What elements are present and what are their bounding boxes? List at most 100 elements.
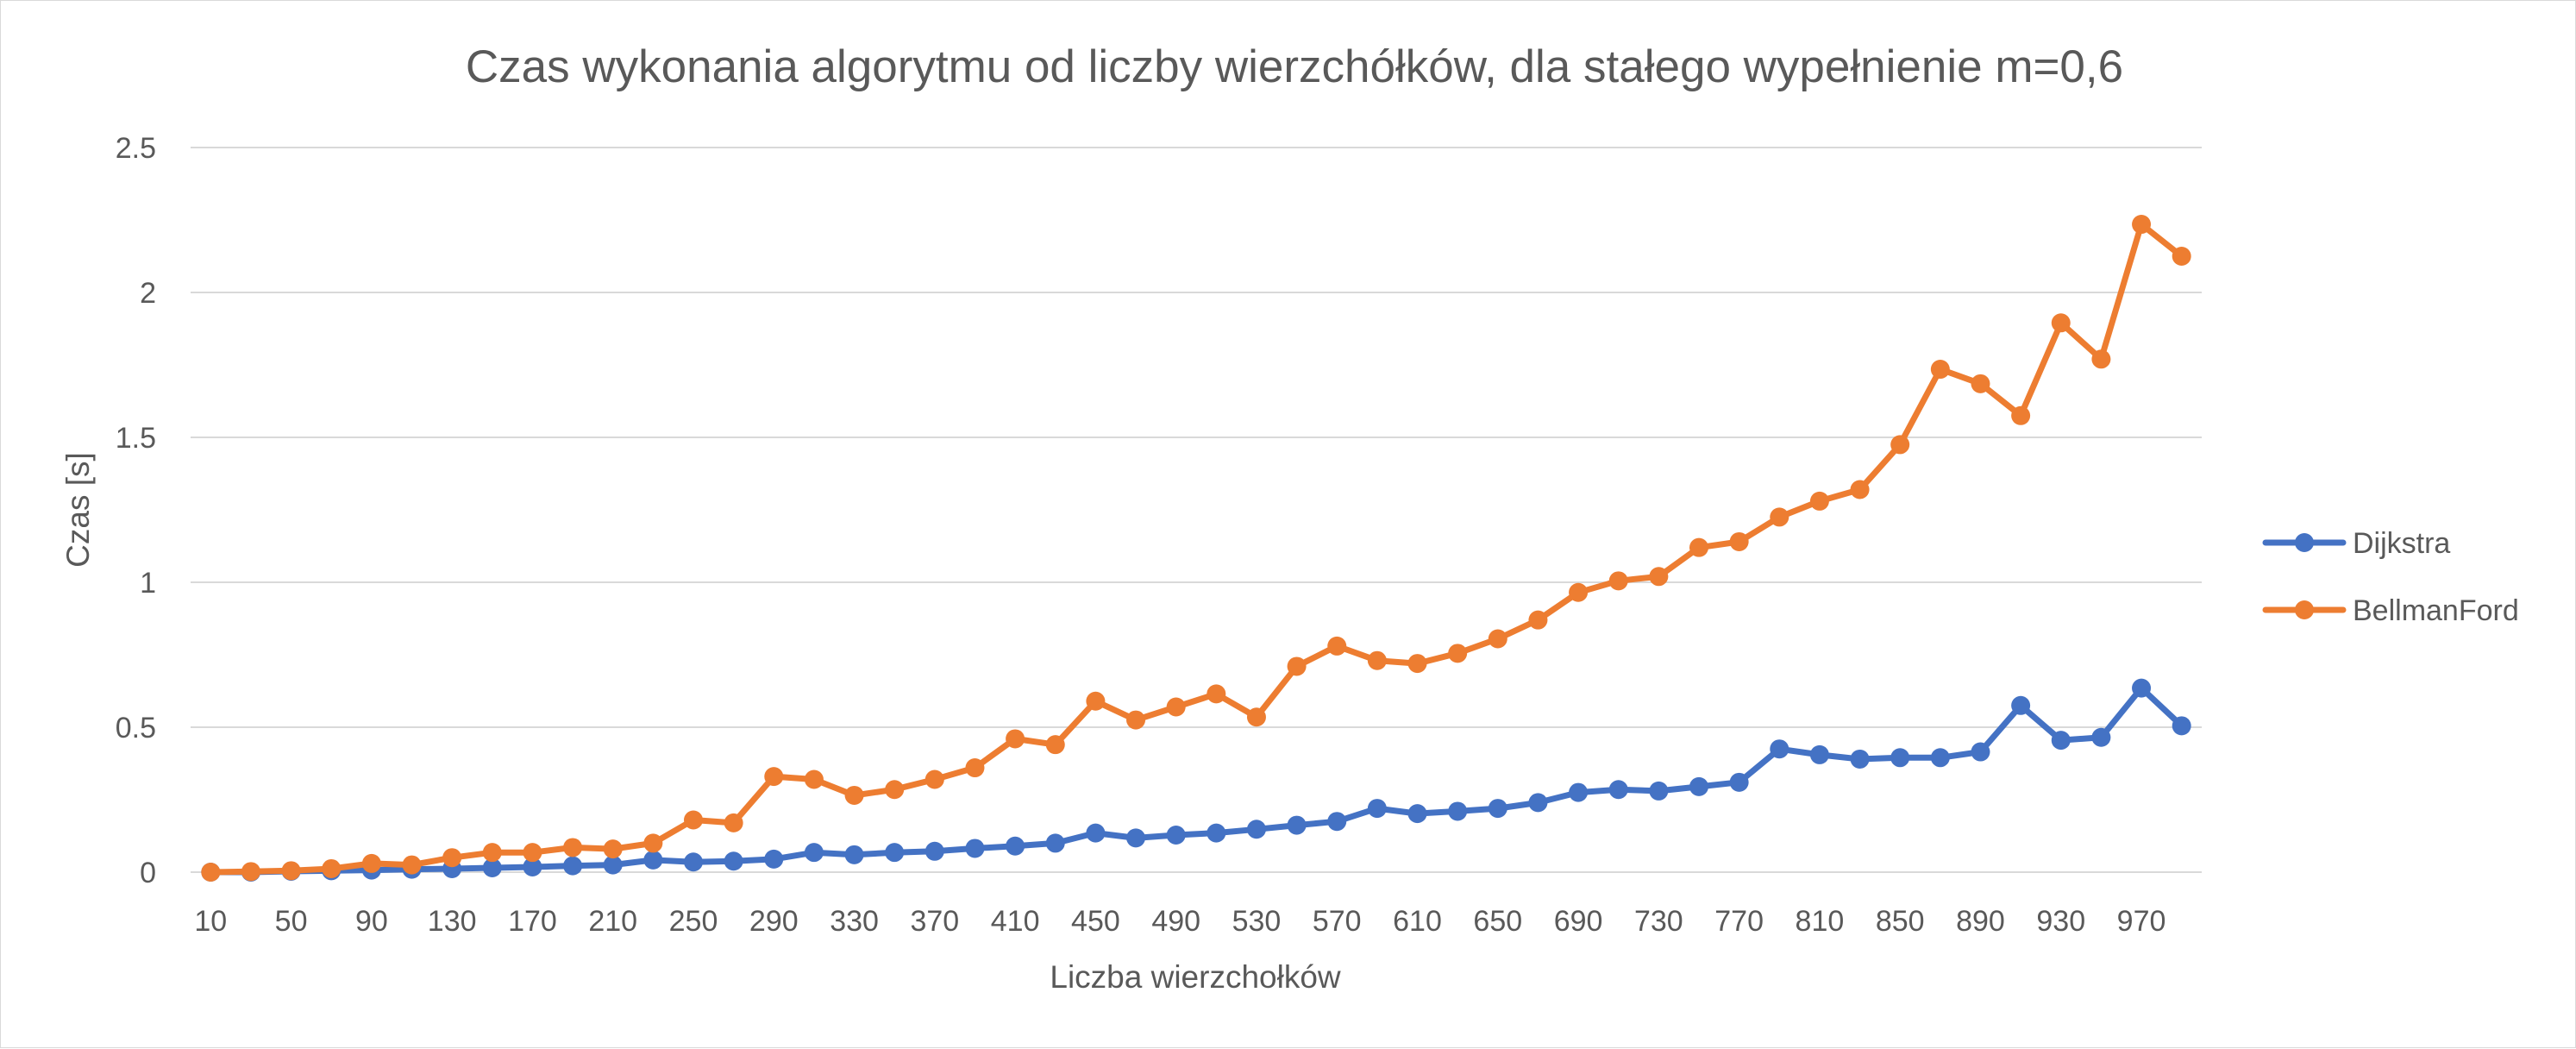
data-point [924,841,944,861]
data-point [2132,215,2152,235]
data-point [2091,349,2111,369]
data-point [724,851,743,871]
x-tick-label: 450 [1071,905,1120,938]
data-point [1126,828,1146,848]
data-point [402,855,422,875]
data-point [1207,684,1226,704]
y-axis-title: Czas [s] [60,452,96,568]
x-tick-label: 170 [508,905,557,938]
data-point [1407,804,1427,824]
data-point [1971,374,1990,393]
data-point [1367,650,1387,670]
data-point [2172,716,2191,736]
y-tick-label: 1 [140,567,156,600]
data-point [1689,776,1708,796]
x-axis-title: Liczba wierzchołków [1050,959,1341,995]
data-point [1246,707,1266,727]
data-point [1045,833,1065,853]
data-point [844,845,864,864]
data-point [1569,782,1589,802]
data-point [1207,823,1226,843]
data-point [804,843,824,863]
data-point [2011,695,2031,715]
data-point [1528,610,1548,630]
data-point [361,853,381,873]
data-point [1770,507,1789,527]
series-bellmanford [201,215,2191,882]
data-point [482,857,502,877]
data-point [885,843,905,863]
data-point [1287,656,1307,676]
data-point [1689,537,1708,557]
x-tick-label: 530 [1232,905,1282,938]
legend-marker [2295,600,2314,619]
data-point [1327,636,1347,656]
legend-item-dijkstra: Dijkstra [2262,527,2450,560]
data-point [1006,729,1025,749]
series-line [207,221,2185,876]
data-point [1850,480,1870,499]
data-point [2051,313,2071,333]
data-point [2011,405,2031,425]
data-point [1729,531,1749,551]
x-tick-label: 490 [1151,905,1200,938]
data-point [643,833,663,853]
data-point [684,810,703,830]
x-tick-label: 130 [428,905,477,938]
data-point [1327,812,1347,832]
legend-item-bellmanford: BellmanFord [2262,594,2519,627]
data-point [1126,710,1146,730]
y-tick-label: 2.5 [116,132,156,165]
data-point [1608,571,1628,591]
data-point [523,857,542,876]
data-point [724,813,743,832]
data-point [563,838,583,857]
legend: Dijkstra BellmanFord [2262,527,2519,627]
x-tick-label: 690 [1554,905,1603,938]
x-tick-label: 250 [669,905,718,938]
data-point [1488,799,1507,819]
y-tick-label: 2 [140,277,156,310]
data-point [1649,781,1669,801]
data-point [563,856,583,876]
data-point [965,839,985,858]
data-point [844,785,864,805]
gridlines [191,147,2202,873]
data-point [1086,823,1106,843]
x-tick-label: 850 [1876,905,1925,938]
data-point [1770,739,1789,759]
legend-marker [2295,533,2314,552]
data-point [603,855,623,875]
data-point [1528,793,1548,813]
x-tick-label: 410 [991,905,1040,938]
data-point [442,848,462,868]
x-tick-label: 50 [275,905,308,938]
y-tick-label: 0.5 [116,712,156,744]
y-axis-ticks: 0 0.5 1 1.5 2 2.5 [116,132,156,889]
data-point [804,769,824,789]
x-tick-label: 890 [1956,905,2005,938]
data-point [1971,742,1990,762]
data-point [1809,491,1829,511]
data-point [1287,815,1307,835]
x-tick-label: 930 [2036,905,2085,938]
x-tick-label: 650 [1473,905,1522,938]
x-tick-label: 570 [1313,905,1362,938]
x-tick-label: 10 [194,905,227,938]
y-tick-label: 1.5 [116,422,156,455]
data-point [1608,780,1628,800]
data-point [1166,825,1186,845]
data-point [2132,678,2152,698]
x-tick-label: 210 [588,905,637,938]
data-point [1006,836,1025,856]
data-point [1086,691,1106,711]
data-point [1930,748,1950,768]
data-point [2091,727,2111,747]
data-point [2172,247,2191,266]
data-point [281,861,301,881]
data-point [482,843,502,863]
data-point [1930,360,1950,380]
data-point [1569,582,1589,602]
